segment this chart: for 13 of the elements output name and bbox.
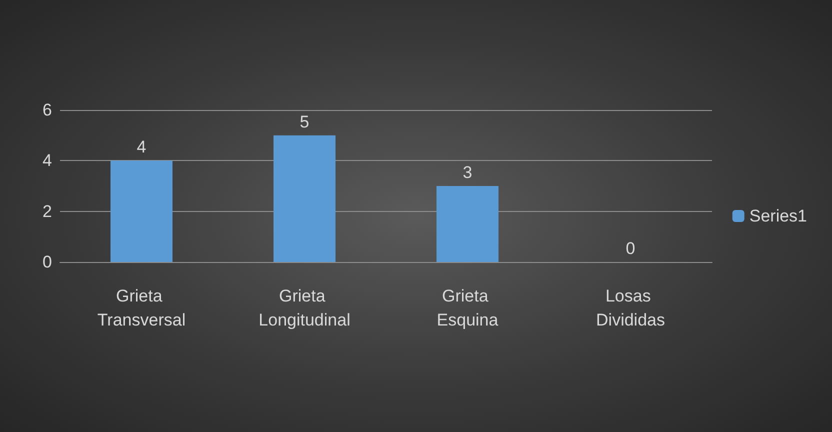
y-tick-label: 4 [42,151,52,170]
x-tick-label: Grieta Transversal [97,286,186,330]
x-tick-label: Grieta Longitudinal [258,286,350,330]
y-tick-label: 0 [42,252,52,272]
data-label: 0 [626,239,636,258]
x-tick-label: Grieta Esquina [436,286,499,330]
data-label: 3 [462,163,472,182]
legend-label: Series1 [749,206,807,226]
data-label: 5 [300,112,310,132]
data-label: 4 [136,138,146,157]
y-tick-label: 6 [42,100,52,120]
y-tick-label: 2 [42,202,52,221]
x-tick-label: Losas Divididas [596,286,665,330]
